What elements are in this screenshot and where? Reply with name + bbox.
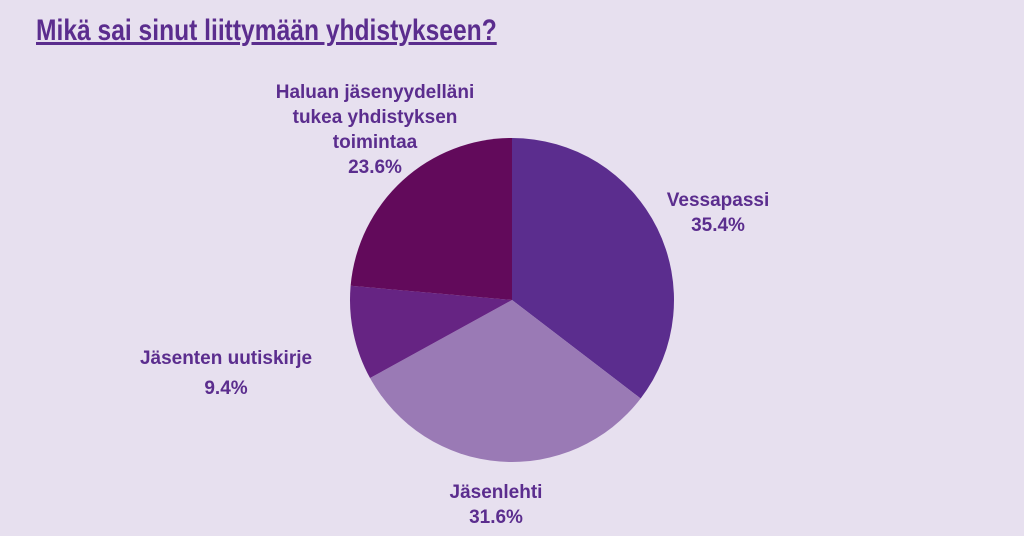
category-label: Jäsenten uutiskirje xyxy=(139,348,313,369)
chart-title: Mikä sai sinut liittymään yhdistykseen? xyxy=(36,14,497,47)
category-label: Haluan jäsenyydelläni tukea yhdistyksen … xyxy=(275,82,475,153)
slice-label: Vessapassi 35.4% xyxy=(618,188,818,238)
pie-slice xyxy=(349,285,512,379)
category-label: Vessapassi xyxy=(666,190,770,211)
value-label: 31.6% xyxy=(469,507,523,528)
pie-slice xyxy=(512,138,675,399)
slice-label: Jäsenlehti 31.6% xyxy=(396,480,596,530)
pie-slice xyxy=(370,300,641,462)
slice-label: Jäsenten uutiskirje 9.4% xyxy=(96,346,356,401)
pie-slice xyxy=(350,138,512,300)
value-label: 35.4% xyxy=(691,215,745,236)
value-label: 9.4% xyxy=(204,378,248,399)
slice-label: Haluan jäsenyydelläni tukea yhdistyksen … xyxy=(250,80,500,180)
value-label: 23.6% xyxy=(348,157,402,178)
category-label: Jäsenlehti xyxy=(449,482,543,503)
